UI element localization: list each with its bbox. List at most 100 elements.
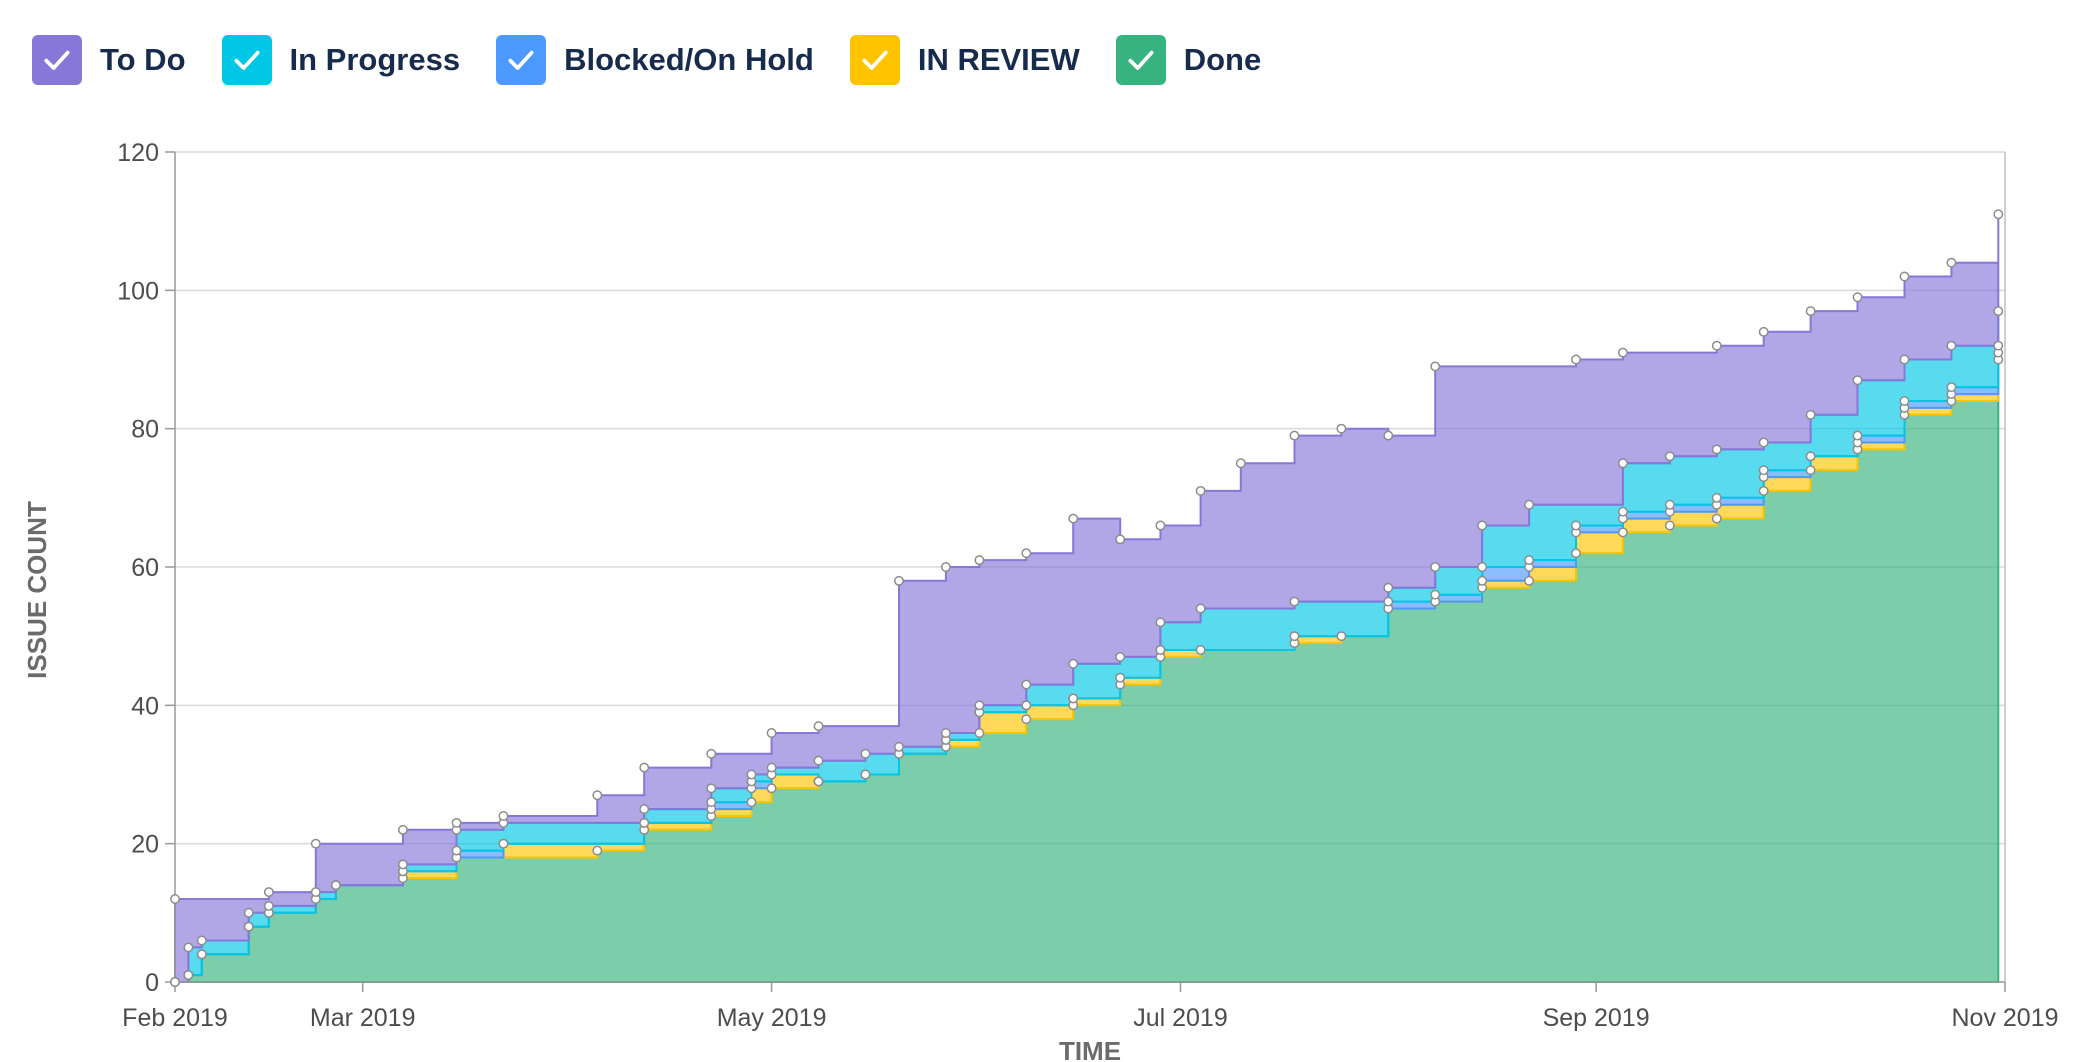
data-point[interactable] [1852, 430, 1863, 441]
data-point[interactable] [183, 970, 194, 981]
data-point[interactable] [1617, 506, 1628, 517]
data-point[interactable] [940, 562, 951, 572]
data-point[interactable] [1021, 714, 1032, 725]
data-point[interactable] [1899, 396, 1910, 406]
data-point[interactable] [766, 762, 777, 773]
data-point[interactable] [1946, 257, 1957, 268]
data-point[interactable] [706, 783, 717, 794]
data-point[interactable] [1068, 693, 1079, 704]
legend-item-done[interactable]: Done [1115, 35, 1261, 85]
data-point[interactable] [397, 824, 408, 835]
data-point[interactable] [706, 748, 717, 759]
data-point[interactable] [1758, 465, 1769, 476]
data-point[interactable] [1336, 423, 1347, 434]
data-point[interactable] [498, 811, 509, 821]
data-point[interactable] [1068, 513, 1079, 524]
data-point[interactable] [1195, 485, 1206, 496]
data-point[interactable] [1336, 631, 1347, 642]
data-point[interactable] [1115, 672, 1126, 683]
data-point[interactable] [1383, 596, 1394, 607]
data-point[interactable] [766, 728, 777, 738]
data-point[interactable] [1235, 458, 1246, 469]
data-point[interactable] [397, 859, 408, 870]
data-point[interactable] [592, 845, 603, 856]
data-point[interactable] [1524, 575, 1535, 586]
data-point[interactable] [1899, 354, 1910, 365]
data-point[interactable] [813, 755, 824, 766]
legend-checkbox-blocked-on-hold[interactable] [496, 35, 547, 85]
data-point[interactable] [706, 797, 717, 808]
data-point[interactable] [1805, 465, 1816, 476]
data-point[interactable] [1383, 430, 1394, 441]
data-point[interactable] [243, 921, 254, 932]
data-point[interactable] [1155, 520, 1166, 531]
data-point[interactable] [310, 838, 321, 849]
data-point[interactable] [1617, 458, 1628, 469]
data-point[interactable] [1993, 306, 2004, 317]
data-point[interactable] [1993, 209, 2004, 220]
data-point[interactable] [1711, 492, 1722, 503]
data-point[interactable] [894, 575, 904, 586]
data-point[interactable] [1617, 527, 1628, 538]
data-point[interactable] [451, 845, 462, 856]
data-point[interactable] [170, 894, 180, 904]
legend-item-blocked-on-hold[interactable]: Blocked/On Hold [496, 35, 814, 85]
data-point[interactable] [498, 838, 509, 849]
data-point[interactable] [974, 555, 985, 566]
data-point[interactable] [1477, 562, 1488, 572]
data-point[interactable] [860, 769, 871, 780]
data-point[interactable] [1852, 292, 1863, 303]
data-point[interactable] [1805, 409, 1816, 420]
data-point[interactable] [1711, 444, 1722, 455]
data-point[interactable] [746, 769, 757, 780]
data-point[interactable] [1571, 548, 1581, 559]
legend-checkbox-in-progress[interactable] [221, 35, 272, 85]
data-point[interactable] [1021, 700, 1032, 711]
legend-checkbox-in-review[interactable] [849, 35, 900, 85]
data-point[interactable] [766, 783, 777, 794]
data-point[interactable] [1993, 340, 2004, 351]
data-point[interactable] [1195, 645, 1206, 655]
data-point[interactable] [1068, 658, 1079, 669]
legend-checkbox-done[interactable] [1115, 35, 1166, 85]
data-point[interactable] [243, 907, 254, 918]
data-point[interactable] [1115, 534, 1126, 545]
legend-item-in-review[interactable]: IN REVIEW [849, 35, 1080, 85]
data-point[interactable] [1155, 617, 1166, 628]
data-point[interactable] [1571, 354, 1581, 365]
data-point[interactable] [1758, 437, 1769, 448]
data-point[interactable] [263, 900, 274, 911]
data-point[interactable] [1430, 589, 1441, 600]
data-point[interactable] [1758, 485, 1769, 496]
data-point[interactable] [1946, 340, 1957, 351]
data-point[interactable] [1477, 575, 1488, 586]
data-point[interactable] [860, 748, 871, 759]
data-point[interactable] [1289, 596, 1300, 607]
data-point[interactable] [1477, 520, 1488, 531]
data-point[interactable] [1664, 520, 1675, 531]
data-point[interactable] [1430, 361, 1441, 372]
data-point[interactable] [170, 977, 180, 987]
data-point[interactable] [639, 762, 650, 773]
data-point[interactable] [1758, 326, 1769, 337]
data-point[interactable] [1805, 451, 1816, 462]
data-point[interactable] [183, 942, 194, 953]
data-point[interactable] [330, 880, 341, 891]
data-point[interactable] [1524, 499, 1535, 510]
data-point[interactable] [196, 935, 207, 946]
data-point[interactable] [1571, 520, 1581, 531]
data-point[interactable] [1289, 430, 1300, 441]
data-point[interactable] [263, 887, 274, 898]
data-point[interactable] [1289, 631, 1300, 642]
data-point[interactable] [974, 728, 985, 738]
data-point[interactable] [310, 887, 321, 898]
data-point[interactable] [592, 790, 603, 801]
data-point[interactable] [451, 817, 462, 828]
data-point[interactable] [196, 949, 207, 960]
data-point[interactable] [1195, 603, 1206, 614]
data-point[interactable] [1021, 679, 1032, 690]
data-point[interactable] [1664, 499, 1675, 510]
data-point[interactable] [1617, 347, 1628, 358]
data-point[interactable] [813, 721, 824, 732]
data-point[interactable] [1155, 645, 1166, 655]
